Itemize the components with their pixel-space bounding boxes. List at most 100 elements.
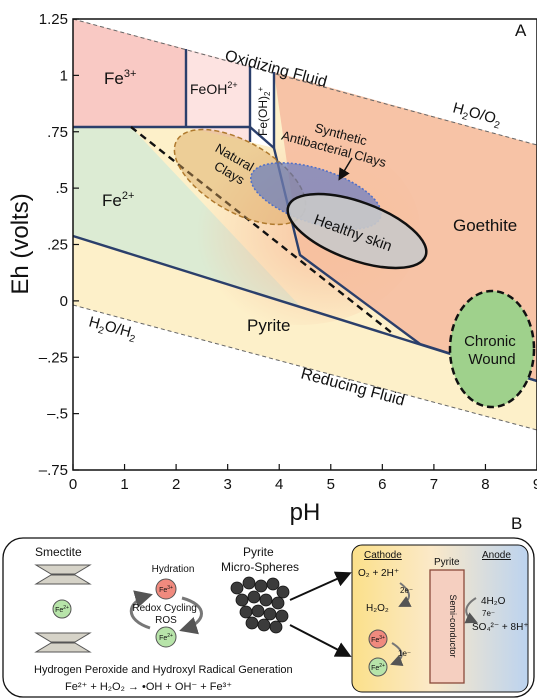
fe3-label: Fe3+ (104, 68, 136, 88)
cathode-arrow-bottom (390, 642, 404, 667)
svg-text:Fe3+: Fe3+ (371, 635, 385, 644)
x-axis: 0 1 2 3 4 5 6 7 8 9 (69, 464, 537, 493)
redox-cycle-arrow-right (179, 596, 203, 635)
y-tick-label: .75 (47, 124, 68, 141)
h2o-o2-label: H2O/O2 (450, 99, 503, 131)
x-tick-label: 1 (120, 476, 128, 493)
x-tick-label: 2 (172, 476, 180, 493)
y-tick-label: .25 (47, 237, 68, 254)
fe3-ion-cycle: Fe3+ (155, 578, 177, 600)
redox-cycle-arrow-left (129, 590, 153, 630)
cathode-arrow-top (398, 582, 412, 607)
cathode-label: Cathode (364, 550, 402, 561)
y-tick-label: –.5 (47, 406, 68, 423)
pyrite-sphere (275, 609, 289, 623)
y-axis: 1.25 1 .75 .5 .25 0 –.25 –.5 –.75 (39, 11, 79, 479)
pyrite-sphere (254, 579, 268, 593)
anode-arrow (464, 597, 478, 624)
feoh2-label: Fe(OH)2+ (256, 87, 272, 136)
x-tick-label: 0 (69, 476, 77, 493)
pyrite-sphere (247, 590, 261, 604)
feoh-label: FeOH2+ (190, 80, 238, 97)
h2o2-product: H₂O₂ (366, 603, 389, 614)
pyrite-sphere (257, 618, 271, 632)
h2o-o2-line (73, 19, 537, 146)
panel-b-label: B (511, 514, 522, 533)
smectite-label: Smectite (35, 545, 82, 559)
x-tick-label: 6 (378, 476, 386, 493)
pyrite-sphere (259, 593, 273, 607)
semiconductor-label: Semi-conductor (448, 594, 458, 657)
h2o-h2-label: H2O/H2 (86, 313, 139, 345)
hydration-label: Hydration (152, 564, 195, 575)
smectite-layer-top (34, 564, 92, 585)
pyrite-sphere (263, 607, 277, 621)
y-tick-label: –.75 (39, 462, 68, 479)
y-tick-label: 0 (60, 293, 68, 310)
fe2-ion-left: Fe2+ (52, 599, 72, 619)
pyrite-sphere (235, 593, 249, 607)
fe2-ion-cycle: Fe2+ (155, 626, 177, 648)
healthy-skin-ellipse (286, 192, 428, 270)
x-axis-label: pH (290, 499, 321, 526)
x-tick-label: 8 (481, 476, 489, 493)
fe3-ion-cell: Fe3+ (368, 629, 388, 649)
x-tick-label: 3 (223, 476, 231, 493)
chronic-wound-label: Chronic Wound (464, 333, 520, 368)
x-tick-label: 9 (533, 476, 537, 493)
chronic-wound-ellipse (448, 289, 536, 409)
panel-a-label: A (515, 21, 527, 40)
o2-reactant: O₂ + 2H⁺ (358, 568, 399, 579)
semiconductor-bar (429, 569, 465, 684)
y-tick-label: 1.25 (39, 11, 68, 28)
pyrite-sphere (266, 577, 280, 591)
svg-text:Fe2+: Fe2+ (55, 605, 69, 614)
panel-b: B Smectite Fe2+ Hydration Fe3+ Fe2+ R (2, 514, 535, 698)
fenton-equation: Fe²⁺ + H₂O₂ → •OH + OH⁻ + Fe³⁺ (65, 681, 232, 693)
y-tick-label: .5 (55, 180, 68, 197)
so4-product: SO₄²⁻ + 8H⁺ (472, 622, 529, 633)
fe2-ion-cell: Fe2+ (368, 657, 388, 677)
smectite-layer-bottom (34, 632, 92, 653)
pyrite-sphere (269, 620, 283, 634)
pyrite-sphere (271, 596, 285, 610)
pyrite-sphere (242, 576, 256, 590)
redox-label: Redox Cycling ROS (132, 603, 199, 626)
pyrite-sphere (251, 604, 265, 618)
cell-pyrite-label: Pyrite (434, 557, 460, 568)
arrow-to-cell-bottom (289, 624, 352, 657)
pyrite-sphere (245, 616, 259, 630)
pyrite-sphere (230, 581, 244, 595)
svg-text:Fe2+: Fe2+ (371, 663, 385, 672)
e1-label: 1e⁻ (398, 649, 411, 658)
svg-text:Fe2+: Fe2+ (159, 633, 173, 642)
plot-area (73, 19, 537, 470)
svg-text:Fe3+: Fe3+ (159, 585, 173, 594)
pyrite-spheres-label: Pyrite Micro-Spheres (221, 545, 299, 574)
fe2-label: Fe2+ (102, 190, 134, 210)
x-tick-label: 4 (275, 476, 283, 493)
h2o-reactant: 4H₂O (481, 596, 506, 607)
goethite-label: Goethite (453, 216, 517, 235)
generation-label: Hydrogen Peroxide and Hydroxyl Radical G… (34, 664, 293, 676)
fe3-region (73, 19, 186, 127)
pyrite-microspheres (230, 576, 290, 634)
arrow-to-cell-top (289, 571, 352, 601)
feoh2-region (250, 66, 274, 148)
natural-trend-line (130, 126, 393, 334)
y-tick-label: –.25 (39, 349, 68, 366)
e2-label: 2e⁻ (400, 586, 413, 595)
anode-label: Anode (482, 550, 511, 561)
x-tick-label: 7 (430, 476, 438, 493)
pyrite-label: Pyrite (247, 316, 290, 335)
feoh-region (186, 49, 250, 142)
x-tick-label: 5 (327, 476, 335, 493)
pyrite-sphere (239, 605, 253, 619)
y-tick-label: 1 (60, 67, 68, 84)
pyrite-sphere (276, 585, 290, 599)
e7-label: 7e⁻ (482, 609, 495, 618)
synthetic-arrow (338, 157, 353, 181)
y-axis-label: Eh (volts) (7, 193, 34, 294)
h2o-h2-line (73, 304, 537, 431)
